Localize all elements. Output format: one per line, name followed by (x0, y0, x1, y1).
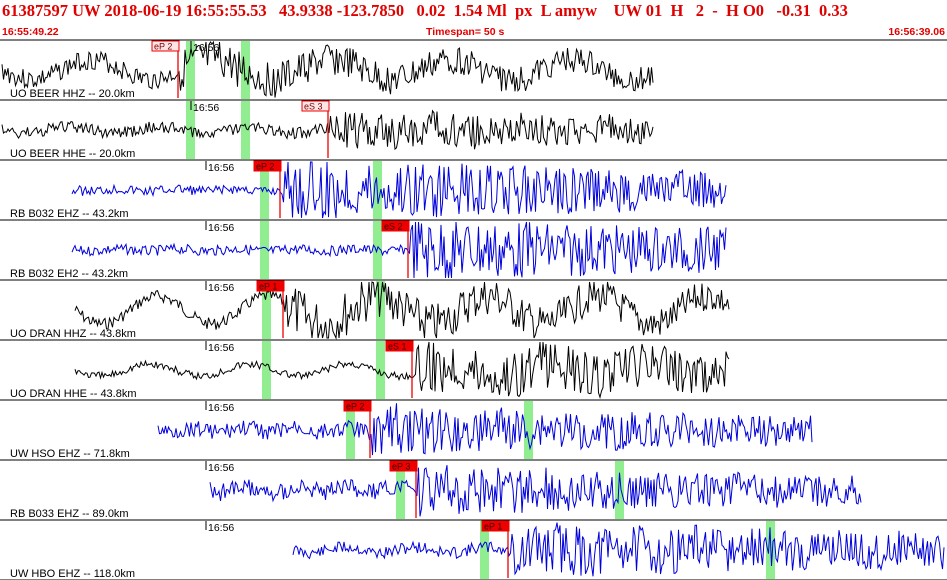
phase-pick-box[interactable] (389, 460, 418, 472)
minute-label: 16:56 (193, 102, 219, 114)
phase-pick-label: eS 1 (388, 342, 407, 352)
phase-pick-label: eS 2 (384, 222, 403, 232)
station-label: UO DRAN HHZ -- 43.8km (10, 328, 136, 340)
minute-label: 16:56 (208, 282, 234, 294)
phase-pick-box[interactable] (481, 520, 510, 532)
trace-panel[interactable]: 16:56 eP 3 RB B033 EHZ -- 89.0km (10, 460, 862, 520)
station-label: UW HSO EHZ -- 71.8km (10, 448, 130, 460)
phase-pick-label: eP 1 (259, 282, 277, 292)
waveform-trace (1, 40, 654, 98)
minute-label: 16:56 (208, 402, 234, 414)
waveform-trace (71, 161, 727, 219)
time-window-marker[interactable] (241, 101, 250, 159)
time-window-marker[interactable] (260, 221, 269, 279)
minute-label: 16:56 (208, 162, 234, 174)
time-window-marker[interactable] (260, 161, 269, 219)
phase-pick-box[interactable] (343, 400, 372, 412)
waveform-trace (74, 281, 730, 340)
start-time-label: 16:55:49.22 (2, 26, 59, 38)
minute-label: 16:56 (208, 522, 234, 534)
waveform-trace (292, 522, 945, 577)
station-label: UO DRAN HHE -- 43.8km (10, 388, 137, 400)
time-window-marker[interactable] (262, 341, 271, 399)
time-window-marker[interactable] (241, 41, 250, 99)
trace-panel[interactable]: 16:56 eP 2 RB B032 EHZ -- 43.2km (10, 160, 727, 220)
station-label: UO BEER HHZ -- 20.0km (10, 88, 135, 100)
trace-panel[interactable]: 16:56 eS 3 UO BEER HHE -- 20.0km (1, 100, 654, 160)
waveform-trace (74, 341, 730, 400)
phase-pick-box[interactable] (301, 100, 330, 112)
phase-pick-box[interactable] (253, 160, 282, 172)
time-window-marker[interactable] (186, 41, 195, 99)
phase-pick-box[interactable] (151, 40, 180, 52)
event-summary-title: 61387597 UW 2018-06-19 16:55:55.53 43.93… (2, 1, 848, 20)
time-window-marker[interactable] (186, 101, 195, 159)
phase-pick-label: eP 1 (484, 522, 502, 532)
trace-panel[interactable]: 16:56 eP 1 UO DRAN HHZ -- 43.8km (10, 280, 730, 340)
trace-panel[interactable]: 16:56 eS 1 UO DRAN HHE -- 43.8km (10, 340, 730, 400)
trace-panel[interactable]: 16:56 eP 2 UW HSO EHZ -- 71.8km (10, 400, 813, 460)
station-label: RB B032 EH2 -- 43.2km (10, 268, 128, 280)
time-window-marker[interactable] (524, 401, 533, 459)
phase-pick-box[interactable] (381, 220, 410, 232)
time-window-marker[interactable] (346, 401, 355, 459)
station-label: UW HBO EHZ -- 118.0km (10, 568, 135, 580)
phase-pick-label: eP 2 (346, 402, 364, 412)
time-range-bar: 16:55:49.22 Timespan= 50 s 16:56:39.06 (0, 25, 947, 39)
time-window-marker[interactable] (615, 461, 624, 519)
timespan-label: Timespan= 50 s (426, 26, 505, 38)
trace-panel[interactable]: 16:56 eP 1 UW HBO EHZ -- 118.0km (10, 520, 945, 580)
phase-pick-label: eP 2 (154, 42, 172, 52)
waveform-trace (209, 465, 862, 517)
phase-pick-label: eP 3 (392, 462, 410, 472)
end-time-label: 16:56:39.06 (888, 26, 945, 38)
time-window-marker[interactable] (480, 521, 489, 579)
station-label: RB B032 EHZ -- 43.2km (10, 208, 129, 220)
time-window-marker[interactable] (262, 281, 271, 339)
waveform-trace (71, 221, 727, 279)
phase-pick-box[interactable] (385, 340, 414, 352)
station-label: RB B033 EHZ -- 89.0km (10, 508, 129, 520)
minute-label: 16:56 (208, 462, 234, 474)
phase-pick-box[interactable] (256, 280, 285, 292)
time-window-marker[interactable] (376, 341, 385, 399)
waveform-trace (157, 403, 813, 456)
minute-label: 16:56 (208, 342, 234, 354)
minute-label: 16:56 (208, 222, 234, 234)
phase-pick-label: eP 2 (256, 162, 274, 172)
phase-pick-label: eS 3 (304, 102, 323, 112)
trace-panel[interactable]: 16:56 eS 2 RB B032 EH2 -- 43.2km (10, 220, 727, 280)
event-header: 61387597 UW 2018-06-19 16:55:55.53 43.93… (0, 0, 947, 25)
station-label: UO BEER HHE -- 20.0km (10, 148, 135, 160)
